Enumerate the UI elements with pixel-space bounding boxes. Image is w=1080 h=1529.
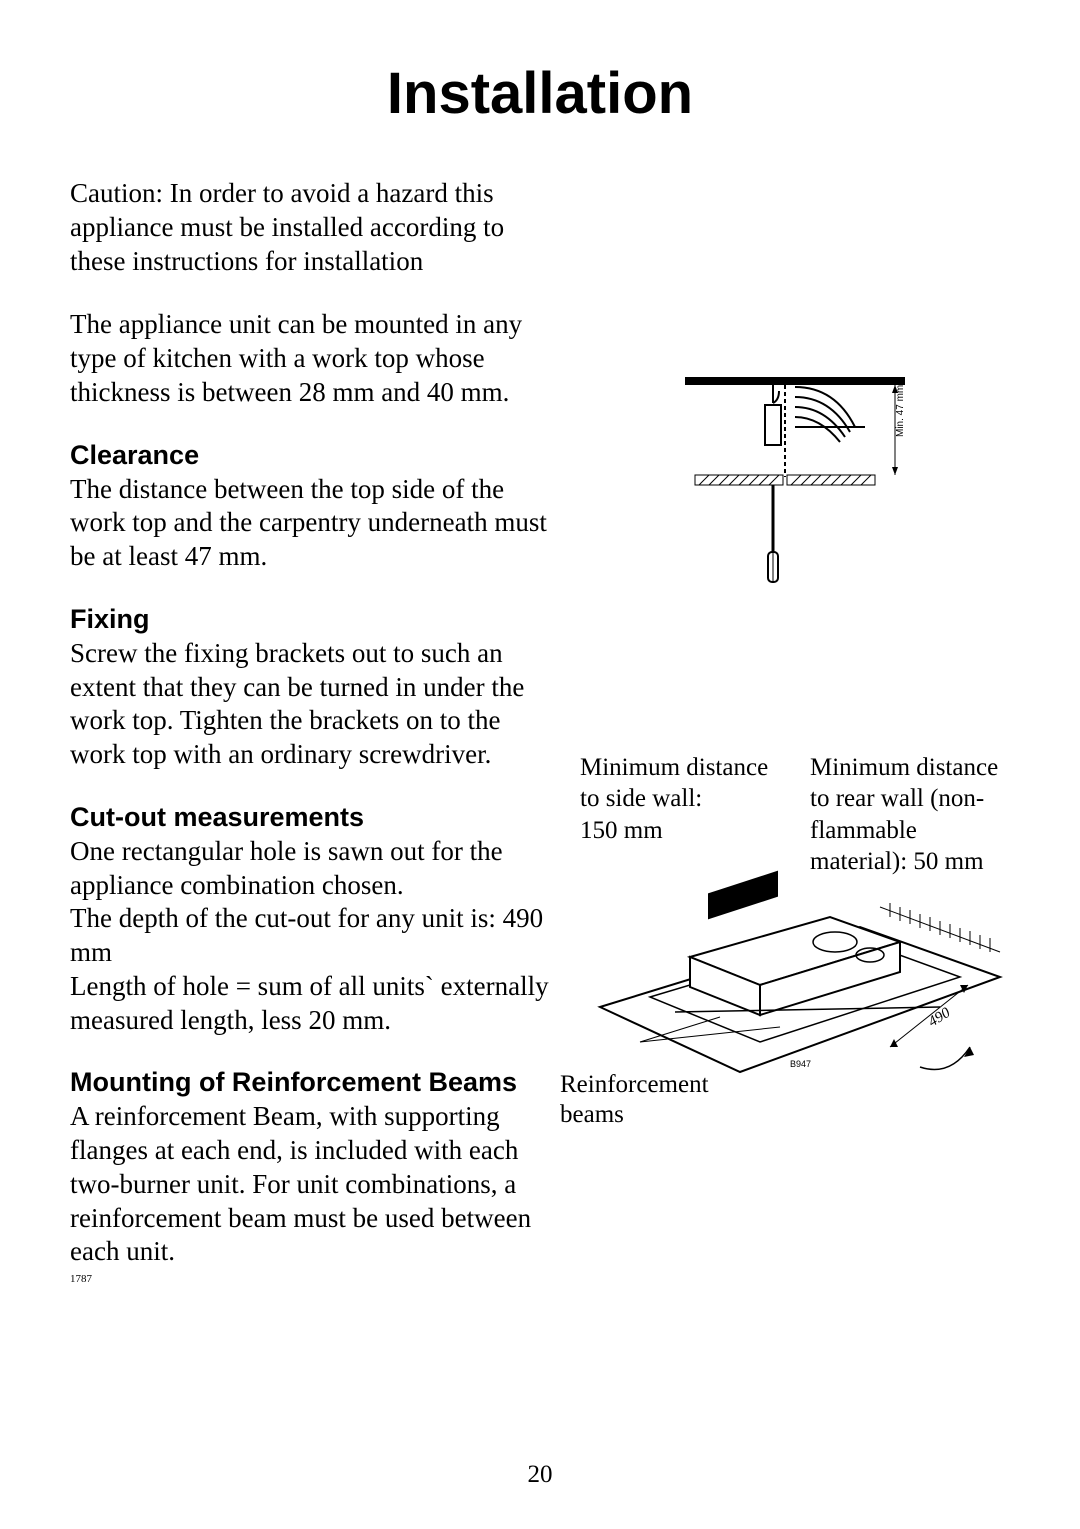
- fixing-body: Screw the fixing brackets out to such an…: [70, 637, 550, 772]
- beams-body: A reinforcement Beam, with supporting fl…: [70, 1100, 550, 1269]
- clearance-heading: Clearance: [70, 440, 550, 471]
- left-column: Caution: In order to avoid a hazard this…: [70, 177, 550, 1285]
- page-title: Installation: [70, 60, 1010, 127]
- cutout-heading: Cut-out measurements: [70, 802, 550, 833]
- page-number: 20: [0, 1461, 1080, 1489]
- figure-code: B947: [790, 1059, 811, 1069]
- reinforcement-beams-label: Reinforcement beams: [560, 1070, 740, 1130]
- cutout-line-1: One rectangular hole is sawn out for the…: [70, 835, 550, 903]
- depth-490-label: 490: [926, 1005, 954, 1031]
- two-column-layout: Caution: In order to avoid a hazard this…: [70, 177, 1010, 1285]
- beams-heading: Mounting of Reinforcement Beams: [70, 1067, 550, 1098]
- intro-paragraph-2: The appliance unit can be mounted in any…: [70, 308, 550, 409]
- intro-paragraph-1: Caution: In order to avoid a hazard this…: [70, 177, 550, 278]
- clearance-body: The distance between the top side of the…: [70, 473, 550, 574]
- clearance-diagram: Min. 47 mm: [665, 367, 925, 592]
- fixing-heading: Fixing: [70, 604, 550, 635]
- min-47-label: Min. 47 mm: [895, 385, 906, 437]
- footer-code: 1787: [70, 1273, 550, 1285]
- cutout-line-2: The depth of the cut-out for any unit is…: [70, 902, 550, 970]
- cutout-line-3: Length of hole = sum of all units` exter…: [70, 970, 550, 1038]
